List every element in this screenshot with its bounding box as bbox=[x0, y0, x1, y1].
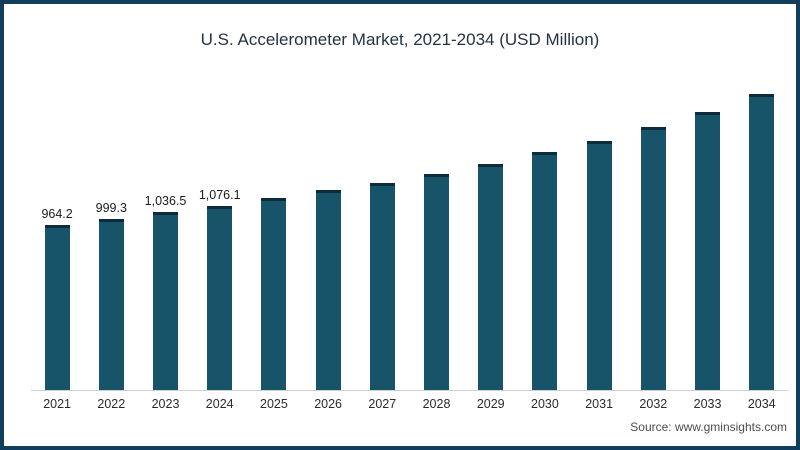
bar-slot-2023: 1,036.5 bbox=[139, 81, 193, 391]
bar-2032 bbox=[640, 127, 666, 391]
bar-slot-2031 bbox=[572, 81, 626, 391]
bar-2022 bbox=[98, 219, 124, 391]
chart-title: U.S. Accelerometer Market, 2021-2034 (US… bbox=[200, 30, 600, 49]
x-tick-label-2027: 2027 bbox=[368, 397, 397, 411]
x-tick-label-2031: 2031 bbox=[585, 397, 614, 411]
source-note: Source: www.gminsights.com bbox=[630, 420, 787, 434]
bar-2030 bbox=[532, 152, 558, 391]
bar-2031 bbox=[586, 141, 612, 391]
bar-slot-2022: 999.3 bbox=[84, 81, 138, 391]
bar-value-label: 999.3 bbox=[95, 201, 127, 215]
bar-2029 bbox=[478, 164, 504, 391]
bar-value-label: 1,076.1 bbox=[198, 188, 241, 202]
bar-2023 bbox=[153, 212, 178, 391]
bar-slot-2030 bbox=[518, 81, 572, 391]
x-tick-label-2029: 2029 bbox=[476, 397, 505, 411]
bar-2021 bbox=[44, 225, 70, 391]
x-tick-label-2032: 2032 bbox=[639, 397, 668, 411]
x-axis-labels: 2021 2022 2023 2024 2025 2026 2027 2028 2029 2030… bbox=[30, 397, 789, 411]
bar-slot-2027 bbox=[355, 81, 409, 391]
bar-2034 bbox=[749, 94, 775, 391]
x-tick-label-2021: 2021 bbox=[43, 397, 71, 411]
x-tick-label-2025: 2025 bbox=[260, 397, 288, 411]
x-tick-label-2023: 2023 bbox=[151, 397, 180, 411]
bar-2024 bbox=[207, 206, 233, 391]
bar-value-label: 1,036.5 bbox=[144, 194, 187, 208]
x-tick-label-2026: 2026 bbox=[314, 397, 343, 411]
bar-slot-2034 bbox=[735, 81, 789, 391]
bar-slot-2025 bbox=[247, 81, 301, 391]
bar-slot-2021: 964.2 bbox=[30, 81, 84, 391]
x-axis-line bbox=[31, 390, 788, 391]
x-tick-label-2030: 2030 bbox=[531, 397, 559, 411]
bar-slot-2024: 1,076.1 bbox=[193, 81, 247, 391]
bar-slot-2032 bbox=[626, 81, 680, 391]
bar-2025 bbox=[261, 198, 287, 391]
x-tick-label-2033: 2033 bbox=[693, 397, 722, 411]
bar-2028 bbox=[424, 174, 450, 391]
bar-slot-2033 bbox=[681, 81, 735, 391]
bar-slot-2029 bbox=[464, 81, 518, 391]
bar-value-label: 964.2 bbox=[41, 207, 73, 221]
bar-plot-area: 964.2 999.3 1,036.5 1,076.1 bbox=[30, 81, 789, 391]
bar-slot-2026 bbox=[301, 81, 355, 391]
x-tick-label-2028: 2028 bbox=[422, 397, 451, 411]
x-tick-label-2022: 2022 bbox=[97, 397, 126, 411]
bar-2033 bbox=[695, 112, 721, 391]
bar-2027 bbox=[369, 183, 395, 391]
bar-slot-2028 bbox=[410, 81, 464, 391]
bar-2026 bbox=[315, 190, 341, 391]
x-tick-label-2024: 2024 bbox=[205, 397, 234, 411]
x-tick-label-2034: 2034 bbox=[747, 397, 776, 411]
